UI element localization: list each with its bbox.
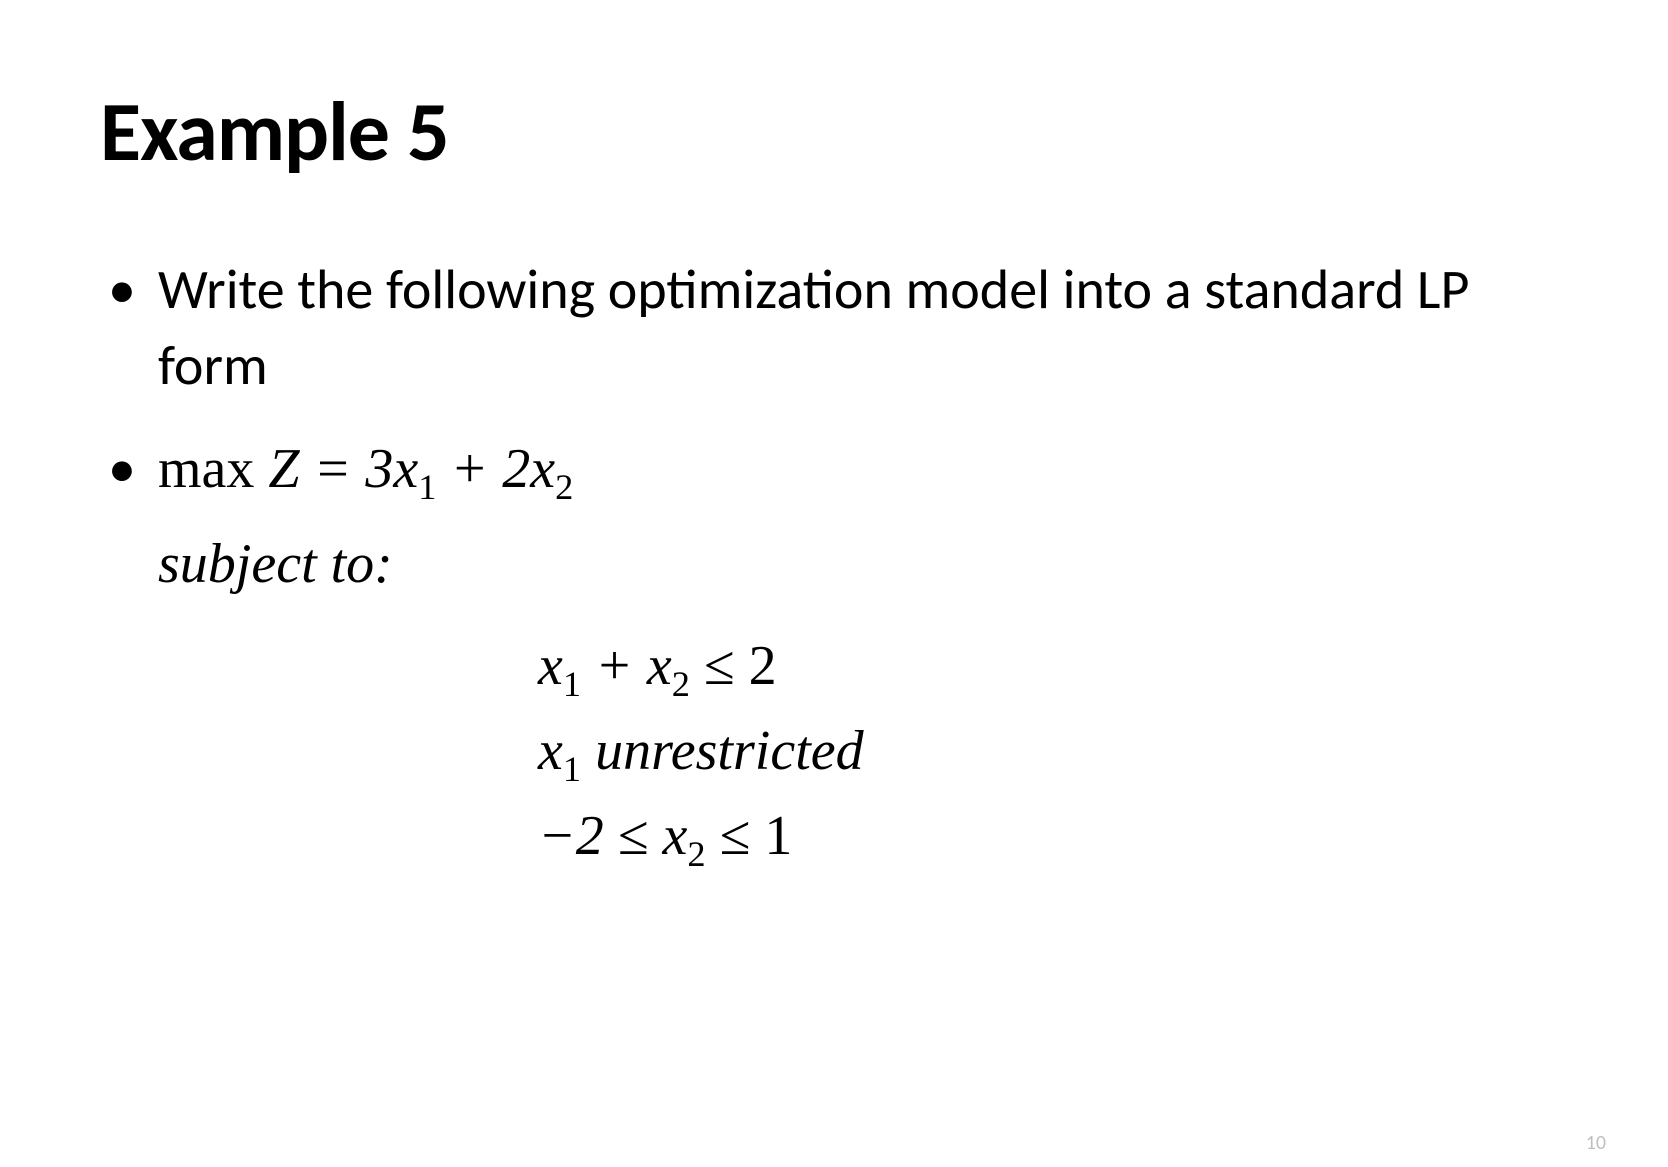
bullet-list: Write the following optimization model i… (100, 253, 1568, 881)
c3-a: −2 ≤ x (538, 805, 687, 867)
constraint-3: −2 ≤ x2 ≤ 1 (538, 796, 1568, 881)
obj-eq-part1: Z = 3x (268, 438, 418, 500)
objective-function: max Z = 3x1 + 2x2 (158, 438, 573, 500)
page-number: 10 (1586, 1131, 1606, 1155)
c1-s1: 1 (563, 664, 581, 704)
c1-a: x (538, 635, 563, 697)
obj-sub2: 2 (555, 467, 573, 507)
constraint-1: x1 + x2 ≤ 2 (538, 626, 1568, 711)
c2-s1: 1 (563, 749, 581, 789)
slide-title: Example 5 (100, 80, 1568, 183)
c1-s2: 2 (672, 664, 690, 704)
constraints-block: x1 + x2 ≤ 2 x1 unrestricted −2 ≤ x2 ≤ 1 (538, 626, 1568, 881)
constraint-2: x1 unrestricted (538, 711, 1568, 796)
obj-max: max (158, 438, 268, 500)
c2-a: x (538, 720, 563, 782)
bullet-1: Write the following optimization model i… (100, 253, 1568, 404)
obj-eq-part2: + 2x (436, 438, 555, 500)
slide: Example 5 Write the following optimizati… (0, 0, 1668, 1167)
c3-s1: 2 (687, 834, 705, 874)
bullet-2: max Z = 3x1 + 2x2 subject to: x1 + x2 ≤ … (100, 432, 1568, 881)
c1-c: ≤ 2 (690, 635, 777, 697)
bullet-1-text: Write the following optimization model i… (158, 256, 1469, 400)
c1-b: + x (581, 635, 672, 697)
c3-b: ≤ 1 (706, 805, 793, 867)
c2-b: unrestricted (581, 720, 864, 782)
obj-sub1: 1 (418, 467, 436, 507)
subject-to-label: subject to: (158, 527, 1568, 603)
